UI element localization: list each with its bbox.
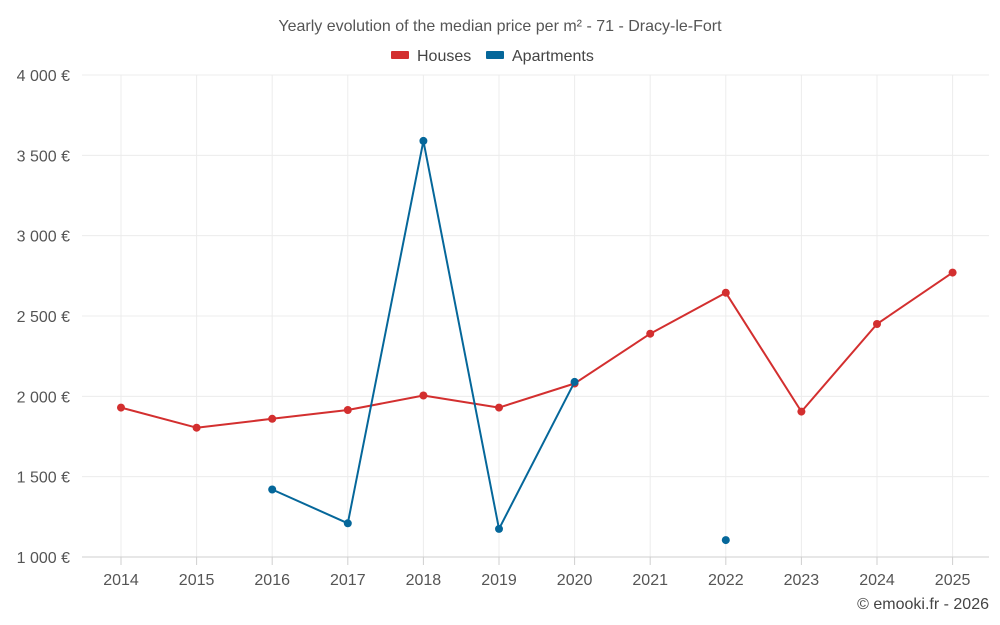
x-tick-label: 2024 xyxy=(859,572,895,589)
x-tick-label: 2020 xyxy=(557,572,593,589)
apartments-point-2020[interactable] xyxy=(570,377,579,386)
x-tick-label: 2018 xyxy=(406,572,442,589)
apartments-point-2016[interactable] xyxy=(268,485,277,494)
legend-swatch-apartments xyxy=(486,51,504,59)
y-tick-label: 2 500 € xyxy=(17,309,70,326)
x-tick-label: 2025 xyxy=(935,572,971,589)
x-tick-label: 2021 xyxy=(632,572,668,589)
series-apartments xyxy=(268,136,730,545)
houses-point-2015[interactable] xyxy=(192,423,201,432)
houses-point-2022[interactable] xyxy=(721,288,730,297)
apartments-point-2019[interactable] xyxy=(495,524,503,533)
y-tick-label: 2 000 € xyxy=(17,389,70,406)
houses-point-2024[interactable] xyxy=(873,320,881,328)
x-tick-label: 2023 xyxy=(784,572,820,589)
apartments-point-2018[interactable] xyxy=(419,136,428,145)
chart-title: Yearly evolution of the median price per… xyxy=(278,18,722,35)
x-tick-label: 2016 xyxy=(254,572,290,589)
y-tick-label: 1 000 € xyxy=(17,550,70,567)
x-tick-label: 2022 xyxy=(708,572,744,589)
legend-item-apartments[interactable]: Apartments xyxy=(486,48,594,65)
x-tick-label: 2019 xyxy=(481,572,517,589)
houses-point-2021[interactable] xyxy=(646,329,655,338)
series xyxy=(117,136,957,545)
credit-text: © emooki.fr - 2026 xyxy=(857,596,989,613)
apartments-point-2022[interactable] xyxy=(721,536,730,545)
legend-item-houses[interactable]: Houses xyxy=(391,48,471,65)
legend-label-houses: Houses xyxy=(417,48,471,65)
houses-point-2014[interactable] xyxy=(117,403,125,412)
gridlines xyxy=(82,74,989,558)
legend-swatch-houses xyxy=(391,51,409,59)
x-tick-label: 2017 xyxy=(330,572,366,589)
houses-point-2019[interactable] xyxy=(495,403,503,412)
x-tick-label: 2014 xyxy=(103,572,139,589)
houses-point-2023[interactable] xyxy=(797,407,806,416)
y-tick-label: 3 500 € xyxy=(17,148,70,165)
y-tick-label: 3 000 € xyxy=(17,229,70,246)
y-tick-label: 4 000 € xyxy=(17,68,70,85)
x-tick-label: 2015 xyxy=(179,572,215,589)
houses-line-segment-1 xyxy=(120,271,954,429)
legend-label-apartments: Apartments xyxy=(512,48,594,65)
houses-point-2016[interactable] xyxy=(268,414,277,423)
legend: Houses Apartments xyxy=(391,48,594,65)
apartments-point-2017[interactable] xyxy=(343,519,352,528)
houses-point-2018[interactable] xyxy=(419,391,428,400)
houses-point-2025[interactable] xyxy=(948,268,957,277)
series-houses xyxy=(117,268,957,432)
houses-point-2017[interactable] xyxy=(343,406,352,414)
y-tick-label: 1 500 € xyxy=(17,470,70,487)
axes: 1 000 € 1 500 € 2 000 € 2 500 € 3 000 € 3 500… xyxy=(17,68,989,589)
